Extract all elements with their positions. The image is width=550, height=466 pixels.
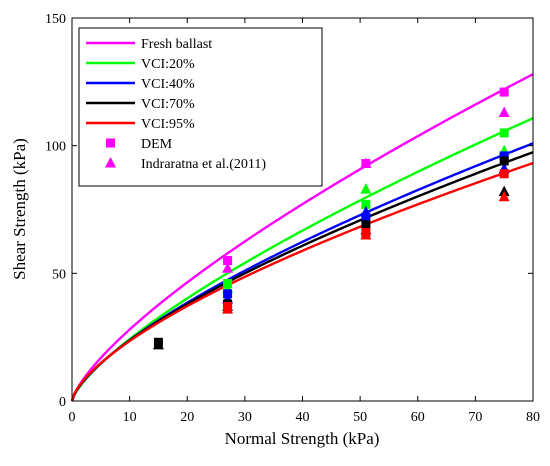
- x-tick-label-3: 30: [238, 410, 252, 425]
- x-tick-label-1: 10: [123, 410, 137, 425]
- x-axis-label: Normal Strength (kPa): [225, 429, 380, 448]
- legend-label-0: Fresh ballast: [141, 37, 212, 52]
- series-layer: [70, 73, 534, 402]
- legend-label-1: VCI:20%: [141, 57, 195, 72]
- y-axis-label: Shear Strength (kPa): [10, 138, 29, 280]
- legend: Fresh ballast VCI:20% VCI:40% VCI:70% VCI:95…: [78, 27, 323, 187]
- data-point-26: [499, 151, 509, 161]
- legend-label-4: VCI:95%: [141, 117, 195, 132]
- legend-marker-label-0: DEM: [141, 137, 173, 152]
- y-tick-label-1: 50: [52, 267, 66, 282]
- data-point-24: [499, 128, 509, 138]
- legend-box: [78, 27, 323, 187]
- data-point-16: [361, 212, 371, 222]
- y-tick-label-0: 0: [59, 395, 66, 410]
- data-point-22: [499, 87, 509, 97]
- x-tick-label-5: 50: [353, 410, 367, 425]
- legend-marker-1: [105, 157, 116, 168]
- data-point-23: [498, 106, 510, 117]
- data-point-30: [499, 169, 509, 179]
- curve-0: [70, 73, 534, 402]
- x-tick-label-8: 80: [526, 410, 540, 425]
- data-point-28: [499, 156, 509, 166]
- legend-marker-label-1: Indraratna et al.(2011): [141, 157, 266, 172]
- data-point-2: [223, 256, 233, 266]
- y-tick-label-3: 150: [45, 12, 66, 27]
- marker-layer: [152, 87, 510, 350]
- x-tick-label-6: 60: [411, 410, 425, 425]
- axes-layer: [71, 17, 534, 402]
- legend-marker-0: [106, 138, 115, 148]
- x-tick-label-0: 0: [69, 410, 76, 425]
- x-tick-label-4: 40: [296, 410, 310, 425]
- data-point-31: [498, 190, 510, 202]
- data-point-1: [152, 338, 164, 350]
- legend-label-3: VCI:70%: [141, 97, 195, 112]
- curve-1: [70, 117, 534, 402]
- tick-labels: 0 10 20 30 40 50 60 70 80 0 50 100 150: [45, 12, 540, 425]
- x-tick-label-7: 70: [468, 410, 482, 425]
- data-point-14: [361, 199, 371, 209]
- curve-4: [70, 161, 534, 402]
- y-tick-label-2: 100: [45, 140, 66, 155]
- data-point-11: [222, 303, 234, 314]
- data-point-3: [222, 262, 234, 273]
- data-point-15: [360, 183, 372, 194]
- legend-label-2: VCI:40%: [141, 77, 195, 92]
- data-point-13: [360, 157, 372, 169]
- x-tick-label-2: 20: [180, 410, 194, 425]
- data-point-21: [360, 229, 372, 240]
- data-point-17: [360, 206, 372, 217]
